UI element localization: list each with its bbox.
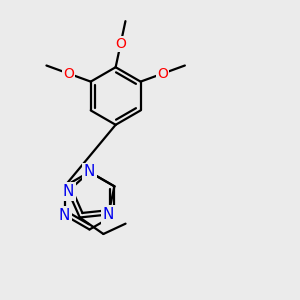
Text: N: N bbox=[59, 208, 70, 223]
Text: N: N bbox=[103, 207, 114, 222]
Text: O: O bbox=[115, 37, 126, 51]
Text: N: N bbox=[84, 164, 95, 179]
Text: O: O bbox=[63, 67, 74, 81]
Text: O: O bbox=[157, 67, 168, 81]
Text: N: N bbox=[62, 184, 74, 199]
